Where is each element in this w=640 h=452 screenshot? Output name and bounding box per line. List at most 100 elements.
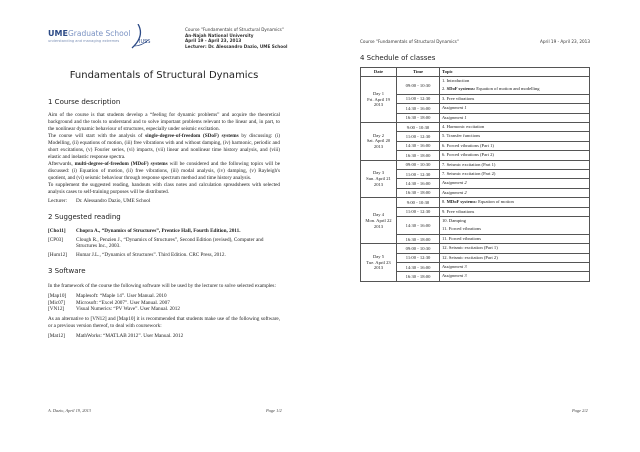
topic-text: 7. Seismic excitation (Part 1) xyxy=(442,161,496,167)
topic-item: Assignment 3 xyxy=(442,272,587,280)
bold-text: multi-degree-of-freedom (MDoF) systems xyxy=(74,161,168,167)
date-line: Fri. April 19 xyxy=(367,96,390,102)
date-cell: Day 5 Tue. April 23 2013 xyxy=(360,243,397,282)
date-cell: Day 2 Sat. April 20 2013 xyxy=(360,121,397,161)
time-cell: 11:00 - 12:30 xyxy=(396,93,440,105)
text: by discussing: (i) Modelling, (ii) equat… xyxy=(48,133,280,160)
page2-header-left: Course "Fundamentals of Structural Dynam… xyxy=(360,39,459,44)
time-cell: 14:30 - 16:00 xyxy=(396,178,440,189)
topic-cell: 3. Free vibrations xyxy=(439,93,590,105)
topic-assignment: Assignment 3 xyxy=(442,273,467,279)
text: Afterwards, xyxy=(48,161,75,167)
topic-text: 8. xyxy=(442,199,447,205)
header-line: Lecturer: Dr. Alessandro Dazio, UME Scho… xyxy=(185,43,288,49)
schedule-table: Date Time Topic Day 1 Fri. April 19 2013 09… xyxy=(360,67,590,282)
time-cell: 11:00 - 12:30 xyxy=(396,206,440,218)
topic-assignment: Assignment 2 xyxy=(442,180,467,186)
time-cell: 14:30 - 16:00 xyxy=(396,261,440,273)
reference-item: [CP03] Clough R., Penzien J., “Dynamics o… xyxy=(48,237,280,250)
svg-text:IUSS: IUSS xyxy=(139,39,150,45)
topic-text: 12. Seismic excitation (Part 2) xyxy=(442,254,498,260)
ref-key: [VN12] xyxy=(48,306,65,313)
topic-item: Assignment 3 xyxy=(442,263,587,271)
date-line: Day 2 xyxy=(372,132,385,138)
topic-item: 10. Damping xyxy=(442,217,587,225)
software-item: [Mic07] Microsoft: “Excel 2007”. User Man… xyxy=(48,300,280,307)
header-line: April 19 - April 23, 2013 xyxy=(185,38,242,44)
column-header: Date xyxy=(360,67,397,77)
reference-item: [Cho11] Chopra A., “Dynamics of Structure… xyxy=(48,228,280,235)
date-line: Day 1 xyxy=(372,90,385,96)
ref-key: [Map10] xyxy=(48,293,67,299)
lecturer-line: Lecturer: Dr. Alessandro Dazio, UME Schoo… xyxy=(48,198,280,205)
section-heading: 3 Software xyxy=(48,267,86,275)
paragraph: To supplement the suggested reading, han… xyxy=(48,182,280,195)
ref-text: Visual Numerics: “PV Wave”. User Manual.… xyxy=(76,306,180,313)
table-row: 16:30 - 18:00 Assignment 3 xyxy=(361,271,590,282)
time-cell: 09:00 - 10:30 xyxy=(396,243,440,254)
footer-author: A. Dazio, April 19, 2013 xyxy=(48,408,91,413)
ref-text: Maplesoft: “Maple 14”. User Manual. 2010 xyxy=(76,293,167,299)
topic-bold: SDoF systems: xyxy=(446,86,476,92)
reading-list: [Cho11] Chopra A., “Dynamics of Structure… xyxy=(48,228,280,258)
software-section: In the framework of the course the follo… xyxy=(48,283,280,339)
footer-page: Page 1/2 xyxy=(266,408,282,413)
date-line: 2013 xyxy=(373,265,384,271)
topic-cell: 7. Seismic excitation (Part 2) xyxy=(439,168,590,180)
topic-cell: 6. Forced vibrations (Part 1) xyxy=(439,140,590,152)
topic-bold: MDoF systems: xyxy=(446,199,477,205)
ref-key: [CP03] xyxy=(48,236,63,243)
time-cell: 9:00 - 10:30 xyxy=(396,197,440,208)
lecturer-label: Lecturer: xyxy=(48,198,68,204)
time-cell: 16:30 - 18:00 xyxy=(396,187,440,199)
topic-item: 12. Seismic excitation (Part 2) xyxy=(442,254,587,262)
ref-text: Chopra A., “Dynamics of Structures”, Pre… xyxy=(76,228,241,234)
topic-item: 8. MDoF systems: Equation of motion xyxy=(442,198,587,206)
course-description: Aim of the course is that students devel… xyxy=(48,112,280,205)
text: The course will start with the analysis … xyxy=(48,133,146,139)
topic-cell: Assignment 2 xyxy=(439,178,590,189)
paragraph: As an alternative to [VN12] and [Map10] … xyxy=(48,315,280,329)
date-line: Sun. April 21 xyxy=(366,175,391,181)
topic-item: 12. Seismic excitation (Part 1) xyxy=(442,244,587,252)
time-cell: 09:00 - 10:30 xyxy=(396,159,440,170)
topic-cell: Assignment 1 xyxy=(439,112,590,123)
topic-text: 9. Free vibrations xyxy=(442,208,475,214)
topic-text: Equation of motion xyxy=(476,199,514,205)
paragraph: The course will start with the analysis … xyxy=(48,133,280,161)
date-line: Sat. April 20 xyxy=(366,138,391,144)
section-heading: 4 Schedule of classes xyxy=(360,54,436,62)
lecturer-name: Dr. Alessandro Dazio, UME School xyxy=(76,198,151,204)
ref-text: Humar J.L., “Dynamics of Structures”. Th… xyxy=(76,251,226,258)
topic-item: 1. Introduction xyxy=(442,77,587,85)
date-cell: Day 1 Fri. April 19 2013 xyxy=(360,75,397,123)
topic-item: 7. Seismic excitation (Part 1) xyxy=(442,161,587,169)
topic-cell: 5. Transfer functions xyxy=(439,131,590,142)
date-line: 2013 xyxy=(373,102,384,108)
topic-item: 3. Free vibrations xyxy=(442,95,587,103)
topic-text: 5. Transfer functions xyxy=(442,133,481,139)
section-heading: 1 Course description xyxy=(48,98,121,106)
topic-text: 1. Introduction xyxy=(442,77,470,83)
topic-cell: 6. Forced vibrations (Part 2) xyxy=(439,150,590,161)
reference-item: [Hum12] Humar J.L., “Dynamics of Structur… xyxy=(48,252,280,259)
topic-text: 4. Harmonic excitation xyxy=(442,123,485,129)
date-line: 2013 xyxy=(373,144,384,150)
topic-item: 6. Forced vibrations (Part 2) xyxy=(442,151,587,159)
topic-item: 9. Free vibrations xyxy=(442,208,587,216)
table-row: Day 4 Mon. April 22 2013 9:00 - 10:30 8. MDo… xyxy=(360,197,590,245)
date-line: Day 5 xyxy=(372,253,385,259)
topic-item: Assignment 1 xyxy=(442,104,587,112)
header-line: An-Najah National University xyxy=(185,32,254,38)
time-cell: 16:30 - 18:00 xyxy=(396,271,440,282)
svg-text:UME: UME xyxy=(48,29,68,38)
course-header: Course "Fundamentals of Structural Dynam… xyxy=(185,27,287,49)
topic-text: 11. Forced vibrations xyxy=(442,226,481,232)
topic-item: 2. SDoF systems: Equation of motion and … xyxy=(442,85,587,93)
time-cell: 11:00 - 12:30 xyxy=(396,168,440,180)
ref-key: [Mic07] xyxy=(48,299,65,306)
topic-cell: Assignment 3 xyxy=(439,271,590,282)
table-header-row: Date Time Topic xyxy=(360,67,590,77)
footer-page: Page 2/2 xyxy=(572,408,588,413)
text: will be considered and the following top… xyxy=(48,161,280,181)
